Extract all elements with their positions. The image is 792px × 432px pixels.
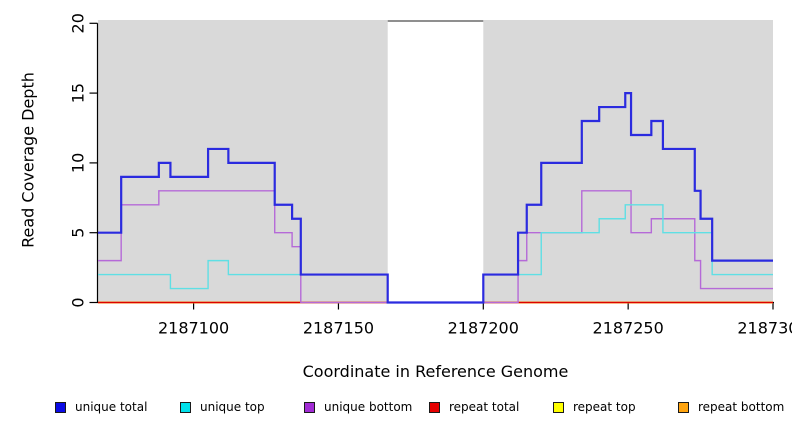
series-line-unique-bottom <box>98 190 773 304</box>
legend-item-unique-bottom: unique bottom <box>304 399 412 415</box>
legend-label: unique top <box>200 400 265 414</box>
legend-swatch-repeat-total <box>429 401 440 413</box>
legend-label: unique bottom <box>324 400 413 414</box>
y-axis-title: Read Coverage Depth <box>18 72 38 248</box>
series-line-unique-total <box>98 92 773 304</box>
legend-swatch-unique-total <box>55 401 66 413</box>
legend: unique total unique top unique bottom repea… <box>0 399 792 419</box>
x-tick-label: 2187300 <box>737 319 792 338</box>
legend-swatch-repeat-top <box>553 401 564 413</box>
legend-item-repeat-bottom: repeat bottom <box>678 399 784 415</box>
y-tick-label: 10 <box>69 153 88 173</box>
y-tick-label: 0 <box>69 297 88 307</box>
legend-swatch-unique-top <box>180 401 191 413</box>
legend-item-repeat-top: repeat top <box>553 399 636 415</box>
x-tick-label: 2187100 <box>158 319 229 338</box>
y-tick-label: 15 <box>69 83 88 103</box>
y-tick-label: 20 <box>69 13 88 33</box>
shaded-region <box>483 20 773 303</box>
legend-item-repeat-total: repeat total <box>429 399 519 415</box>
legend-label: unique total <box>75 400 148 414</box>
legend-label: repeat total <box>449 400 520 414</box>
x-tick-label: 2187200 <box>448 319 519 338</box>
legend-swatch-unique-bottom <box>304 401 315 413</box>
legend-label: repeat bottom <box>698 400 785 414</box>
legend-label: repeat top <box>573 400 636 414</box>
legend-swatch-repeat-bottom <box>678 401 689 413</box>
legend-item-unique-top: unique top <box>180 399 265 415</box>
x-tick-label: 2187250 <box>593 319 664 338</box>
y-tick-label: 5 <box>69 228 88 238</box>
x-tick-label: 2187150 <box>303 319 374 338</box>
shaded-region <box>98 20 388 303</box>
legend-item-unique-total: unique total <box>55 399 147 415</box>
x-axis-title: Coordinate in Reference Genome <box>302 362 569 381</box>
